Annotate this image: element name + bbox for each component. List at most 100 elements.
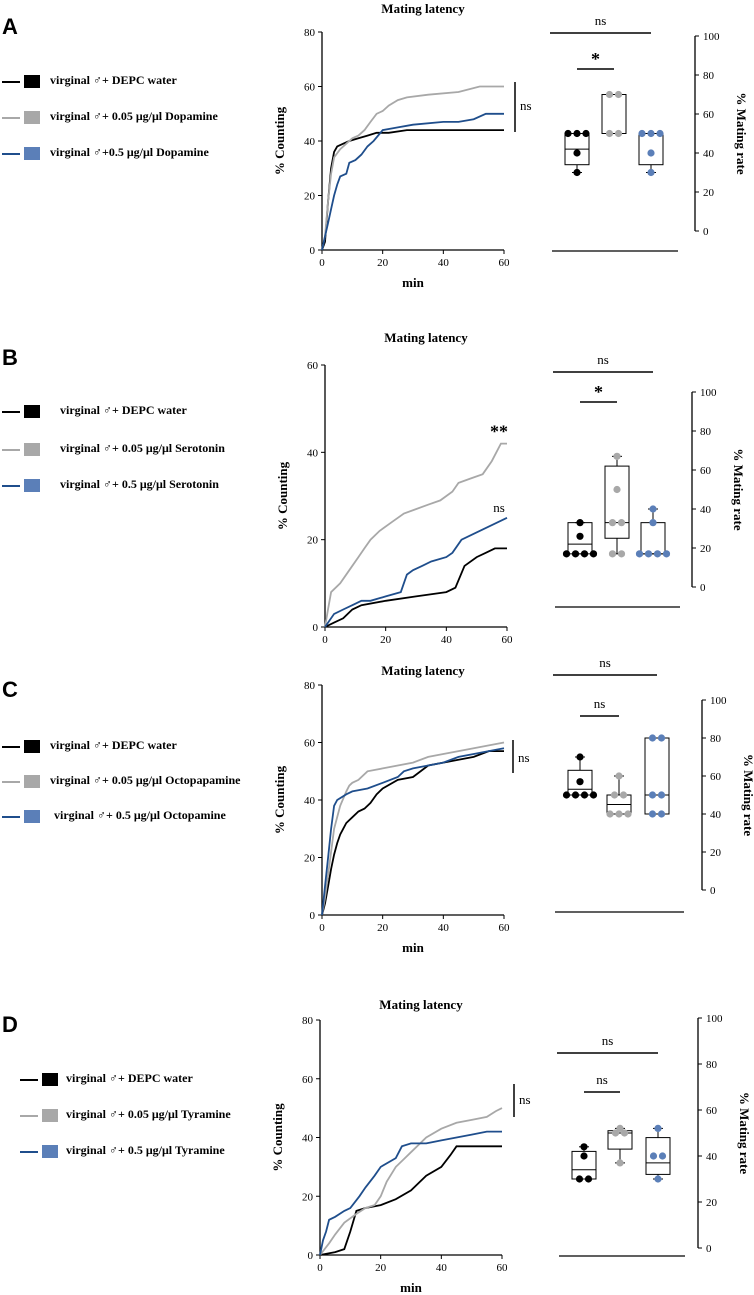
box-rect — [571, 1150, 597, 1180]
legend-swatch-black — [24, 405, 40, 418]
legend-swatch-black — [42, 1073, 58, 1086]
box-y-tick-label: 80 — [710, 733, 722, 745]
data-point — [647, 168, 655, 177]
data-point — [620, 1129, 629, 1137]
data-point — [564, 129, 572, 138]
data-point — [576, 532, 584, 540]
data-point — [657, 734, 666, 742]
x-tick-label: 0 — [319, 922, 325, 934]
series-line-0 — [324, 547, 507, 628]
panel-b-chart: Mating latency02040600204060min% Countin… — [275, 330, 746, 645]
legend-swatch-blue — [24, 810, 40, 823]
box-y-tick-label: 40 — [706, 1151, 718, 1163]
x-tick-label: 60 — [499, 922, 511, 934]
box-y-tick-label: 100 — [700, 387, 717, 399]
data-point — [580, 791, 589, 799]
data-point — [571, 550, 580, 558]
legend-line-blue — [20, 1151, 38, 1153]
box-y-tick-label: 100 — [703, 31, 720, 43]
box-y-tick-label: 60 — [700, 465, 712, 477]
legend-line-gray — [20, 1115, 38, 1117]
y-tick-label: 80 — [304, 27, 316, 39]
x-tick-label: 40 — [438, 257, 450, 269]
box-y-tick-label: 20 — [706, 1197, 718, 1209]
box-y-tick-label: 40 — [700, 504, 712, 516]
data-point — [562, 791, 571, 799]
data-point — [647, 149, 655, 157]
chart-title: Mating latency — [381, 1, 465, 16]
data-point — [562, 550, 571, 558]
data-point — [644, 550, 653, 558]
y-tick-label: 60 — [304, 82, 316, 94]
data-point — [624, 810, 632, 818]
legend-swatch-blue — [24, 479, 40, 492]
box-y-tick-label: 20 — [700, 543, 712, 555]
legend-swatch-blue — [24, 147, 40, 160]
legend-swatch-blue — [42, 1145, 58, 1158]
legend-label: virginal ♂+ DEPC water — [66, 1071, 193, 1085]
legend-line-gray — [2, 117, 20, 119]
chart-title: Mating latency — [379, 997, 463, 1012]
data-point — [615, 810, 623, 818]
legend-swatch-gray — [42, 1109, 58, 1122]
x-axis-label: min — [402, 940, 424, 955]
data-point — [613, 452, 621, 460]
box-rect — [640, 522, 666, 555]
data-point — [610, 791, 619, 799]
y-axis-label: % Counting — [270, 1103, 285, 1172]
significance-label: ns — [518, 750, 530, 765]
series-line-1 — [324, 442, 507, 628]
series-line-1 — [321, 741, 505, 916]
legend-line-blue — [2, 816, 20, 818]
data-point — [589, 550, 598, 558]
x-axis-label: min — [400, 1280, 422, 1295]
panel-label: C — [2, 677, 18, 702]
series-line-0 — [321, 750, 504, 916]
box-y-axis-label: % Mating rate — [737, 1092, 752, 1175]
legend-line-gray — [2, 781, 20, 783]
legend-label: virginal ♂+ 0.5 μg/μl Serotonin — [60, 477, 219, 491]
legend-line-gray — [2, 449, 20, 451]
legend-label: virginal ♂+ 0.5 μg/μl Tyramine — [66, 1143, 225, 1157]
data-point — [613, 485, 621, 494]
y-tick-label: 60 — [304, 738, 316, 750]
data-point — [619, 791, 628, 799]
data-point — [635, 550, 644, 558]
data-point — [584, 1175, 593, 1183]
x-tick-label: 20 — [377, 257, 389, 269]
data-point — [605, 129, 614, 138]
x-tick-label: 20 — [375, 1262, 387, 1274]
panel-label: D — [2, 1012, 18, 1037]
x-tick-label: 60 — [497, 1262, 509, 1274]
box-rect — [645, 1137, 671, 1175]
series-line-0 — [319, 1145, 502, 1256]
y-tick-label: 40 — [307, 447, 319, 459]
significance-bracket-label: ns — [594, 696, 606, 711]
significance-bracket-label: ns — [599, 655, 611, 670]
box-y-axis-label: % Mating rate — [741, 754, 754, 837]
significance-bracket-label: ns — [596, 1072, 608, 1087]
y-tick-label: 0 — [310, 245, 316, 257]
series-line-0 — [321, 129, 504, 251]
panel-label: B — [2, 345, 18, 370]
data-point — [580, 1152, 588, 1160]
legend-swatch-gray — [24, 111, 40, 124]
legend-line-blue — [2, 485, 20, 487]
legend-swatch-gray — [24, 775, 40, 788]
legend-line-black — [20, 1079, 38, 1081]
data-point — [614, 90, 623, 99]
legend-label: virginal ♂+ DEPC water — [50, 73, 177, 87]
box-y-axis-label: % Mating rate — [731, 448, 746, 531]
box-y-tick-label: 0 — [710, 885, 716, 897]
data-point — [605, 90, 614, 99]
series-line-2 — [324, 516, 508, 628]
y-tick-label: 20 — [307, 535, 319, 547]
legend-line-black — [2, 81, 20, 83]
x-tick-label: 0 — [319, 257, 325, 269]
box-rect — [601, 94, 627, 134]
y-tick-label: 20 — [304, 191, 316, 203]
data-point — [606, 810, 614, 818]
series-annotation: ns — [493, 500, 505, 515]
data-point — [615, 772, 623, 780]
data-point — [580, 550, 589, 558]
